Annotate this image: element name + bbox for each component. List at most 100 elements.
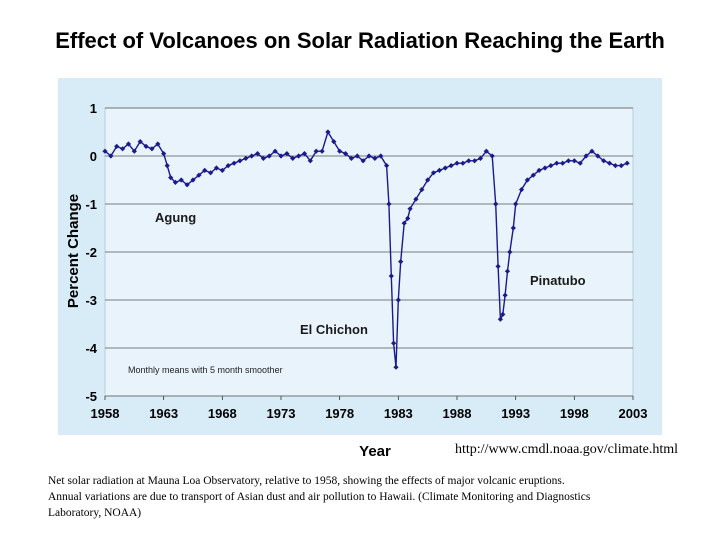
data-point xyxy=(108,153,114,159)
series-marks xyxy=(102,129,630,370)
data-point xyxy=(472,158,478,164)
data-point xyxy=(624,160,630,166)
y-tick-label: -1 xyxy=(85,197,97,212)
y-tick-label: 1 xyxy=(90,101,97,116)
data-point xyxy=(149,146,155,152)
annotation-pinatubo: Pinatubo xyxy=(530,273,586,288)
data-point xyxy=(477,155,484,161)
data-point xyxy=(260,155,266,161)
data-point xyxy=(518,187,525,193)
data-point xyxy=(504,268,511,274)
data-point xyxy=(571,158,577,164)
data-point xyxy=(143,143,149,149)
data-point xyxy=(430,170,437,176)
data-point xyxy=(398,259,404,265)
data-point xyxy=(524,177,530,183)
data-point xyxy=(460,160,466,166)
page-title: Effect of Volcanoes on Solar Radiation R… xyxy=(55,28,665,53)
y-tick-label: 0 xyxy=(90,149,97,164)
data-point xyxy=(601,158,607,164)
data-point xyxy=(231,160,237,166)
data-point xyxy=(254,151,261,157)
data-point xyxy=(237,158,243,164)
data-point xyxy=(413,196,419,202)
data-point xyxy=(589,148,595,154)
data-point xyxy=(137,139,143,145)
annotations: Agung El Chichon Pinatubo xyxy=(155,210,586,337)
y-tick-labels: 1 0 -1 -2 -3 -4 -5 xyxy=(85,101,97,404)
data-point xyxy=(313,148,319,154)
data-point xyxy=(161,151,167,157)
data-point xyxy=(102,148,108,154)
data-point xyxy=(502,292,508,298)
data-point xyxy=(405,215,411,221)
x-tick-label: 1993 xyxy=(501,406,530,421)
data-point xyxy=(554,160,560,166)
smoother-note: Monthly means with 5 month smoother xyxy=(128,365,283,375)
data-point xyxy=(219,167,225,173)
data-point xyxy=(577,160,583,166)
y-tick-label: -4 xyxy=(85,341,97,356)
data-point xyxy=(378,153,384,159)
y-tick-label: -5 xyxy=(85,389,97,404)
data-point xyxy=(542,165,548,171)
x-tick-label: 1998 xyxy=(560,406,589,421)
data-point xyxy=(342,151,349,157)
annotation-el-chichon: El Chichon xyxy=(300,322,368,337)
y-axis-title: Percent Change xyxy=(65,194,82,308)
data-point xyxy=(436,167,442,173)
x-tick-label: 1958 xyxy=(91,406,120,421)
data-point xyxy=(606,160,613,166)
data-point xyxy=(384,163,390,169)
y-tick-label: -2 xyxy=(85,245,97,260)
caption-line-2: Annual variations are due to transport o… xyxy=(48,491,591,503)
data-point xyxy=(319,148,325,154)
data-point xyxy=(208,170,214,176)
caption: Net solar radiation at Mauna Loa Observa… xyxy=(48,473,688,521)
x-tick-labels: 1958 1963 1968 1973 1978 1983 1988 1993 1998 2003 xyxy=(91,396,647,421)
data-point xyxy=(337,148,343,154)
data-point xyxy=(419,187,425,193)
data-point xyxy=(495,263,501,269)
data-point xyxy=(172,179,178,185)
y-tick-label: -3 xyxy=(85,293,97,308)
data-point xyxy=(401,220,407,226)
source-url: http://www.cmdl.noaa.gov/climate.html xyxy=(455,442,679,457)
x-tick-label: 1963 xyxy=(149,406,178,421)
data-point xyxy=(565,158,572,164)
data-point xyxy=(202,167,208,173)
data-point xyxy=(500,311,506,317)
data-point xyxy=(325,129,331,135)
data-point xyxy=(510,225,516,231)
gridlines xyxy=(105,107,633,397)
data-point xyxy=(530,172,536,178)
data-point xyxy=(278,153,284,159)
data-point xyxy=(612,163,618,169)
data-point xyxy=(595,153,601,159)
data-point xyxy=(388,273,394,279)
data-point xyxy=(272,148,278,154)
data-point xyxy=(307,158,313,164)
x-tick-label: 1973 xyxy=(267,406,296,421)
data-point xyxy=(243,155,249,161)
caption-line-3: Laboratory, NOAA) xyxy=(48,507,142,519)
data-point xyxy=(454,160,460,166)
data-point xyxy=(125,141,132,147)
data-point xyxy=(290,155,296,161)
data-point xyxy=(196,172,202,178)
data-point xyxy=(296,153,302,159)
data-point xyxy=(114,143,120,149)
caption-line-1: Net solar radiation at Mauna Loa Observa… xyxy=(48,475,565,487)
data-point xyxy=(120,146,126,152)
data-point xyxy=(391,340,397,346)
data-point xyxy=(425,177,431,183)
x-tick-label: 1988 xyxy=(443,406,472,421)
data-point xyxy=(493,201,499,207)
data-point xyxy=(164,163,170,169)
data-point xyxy=(213,165,220,171)
data-point xyxy=(448,163,454,169)
data-point xyxy=(466,158,472,164)
data-point xyxy=(225,163,231,169)
annotation-agung: Agung xyxy=(155,210,196,225)
